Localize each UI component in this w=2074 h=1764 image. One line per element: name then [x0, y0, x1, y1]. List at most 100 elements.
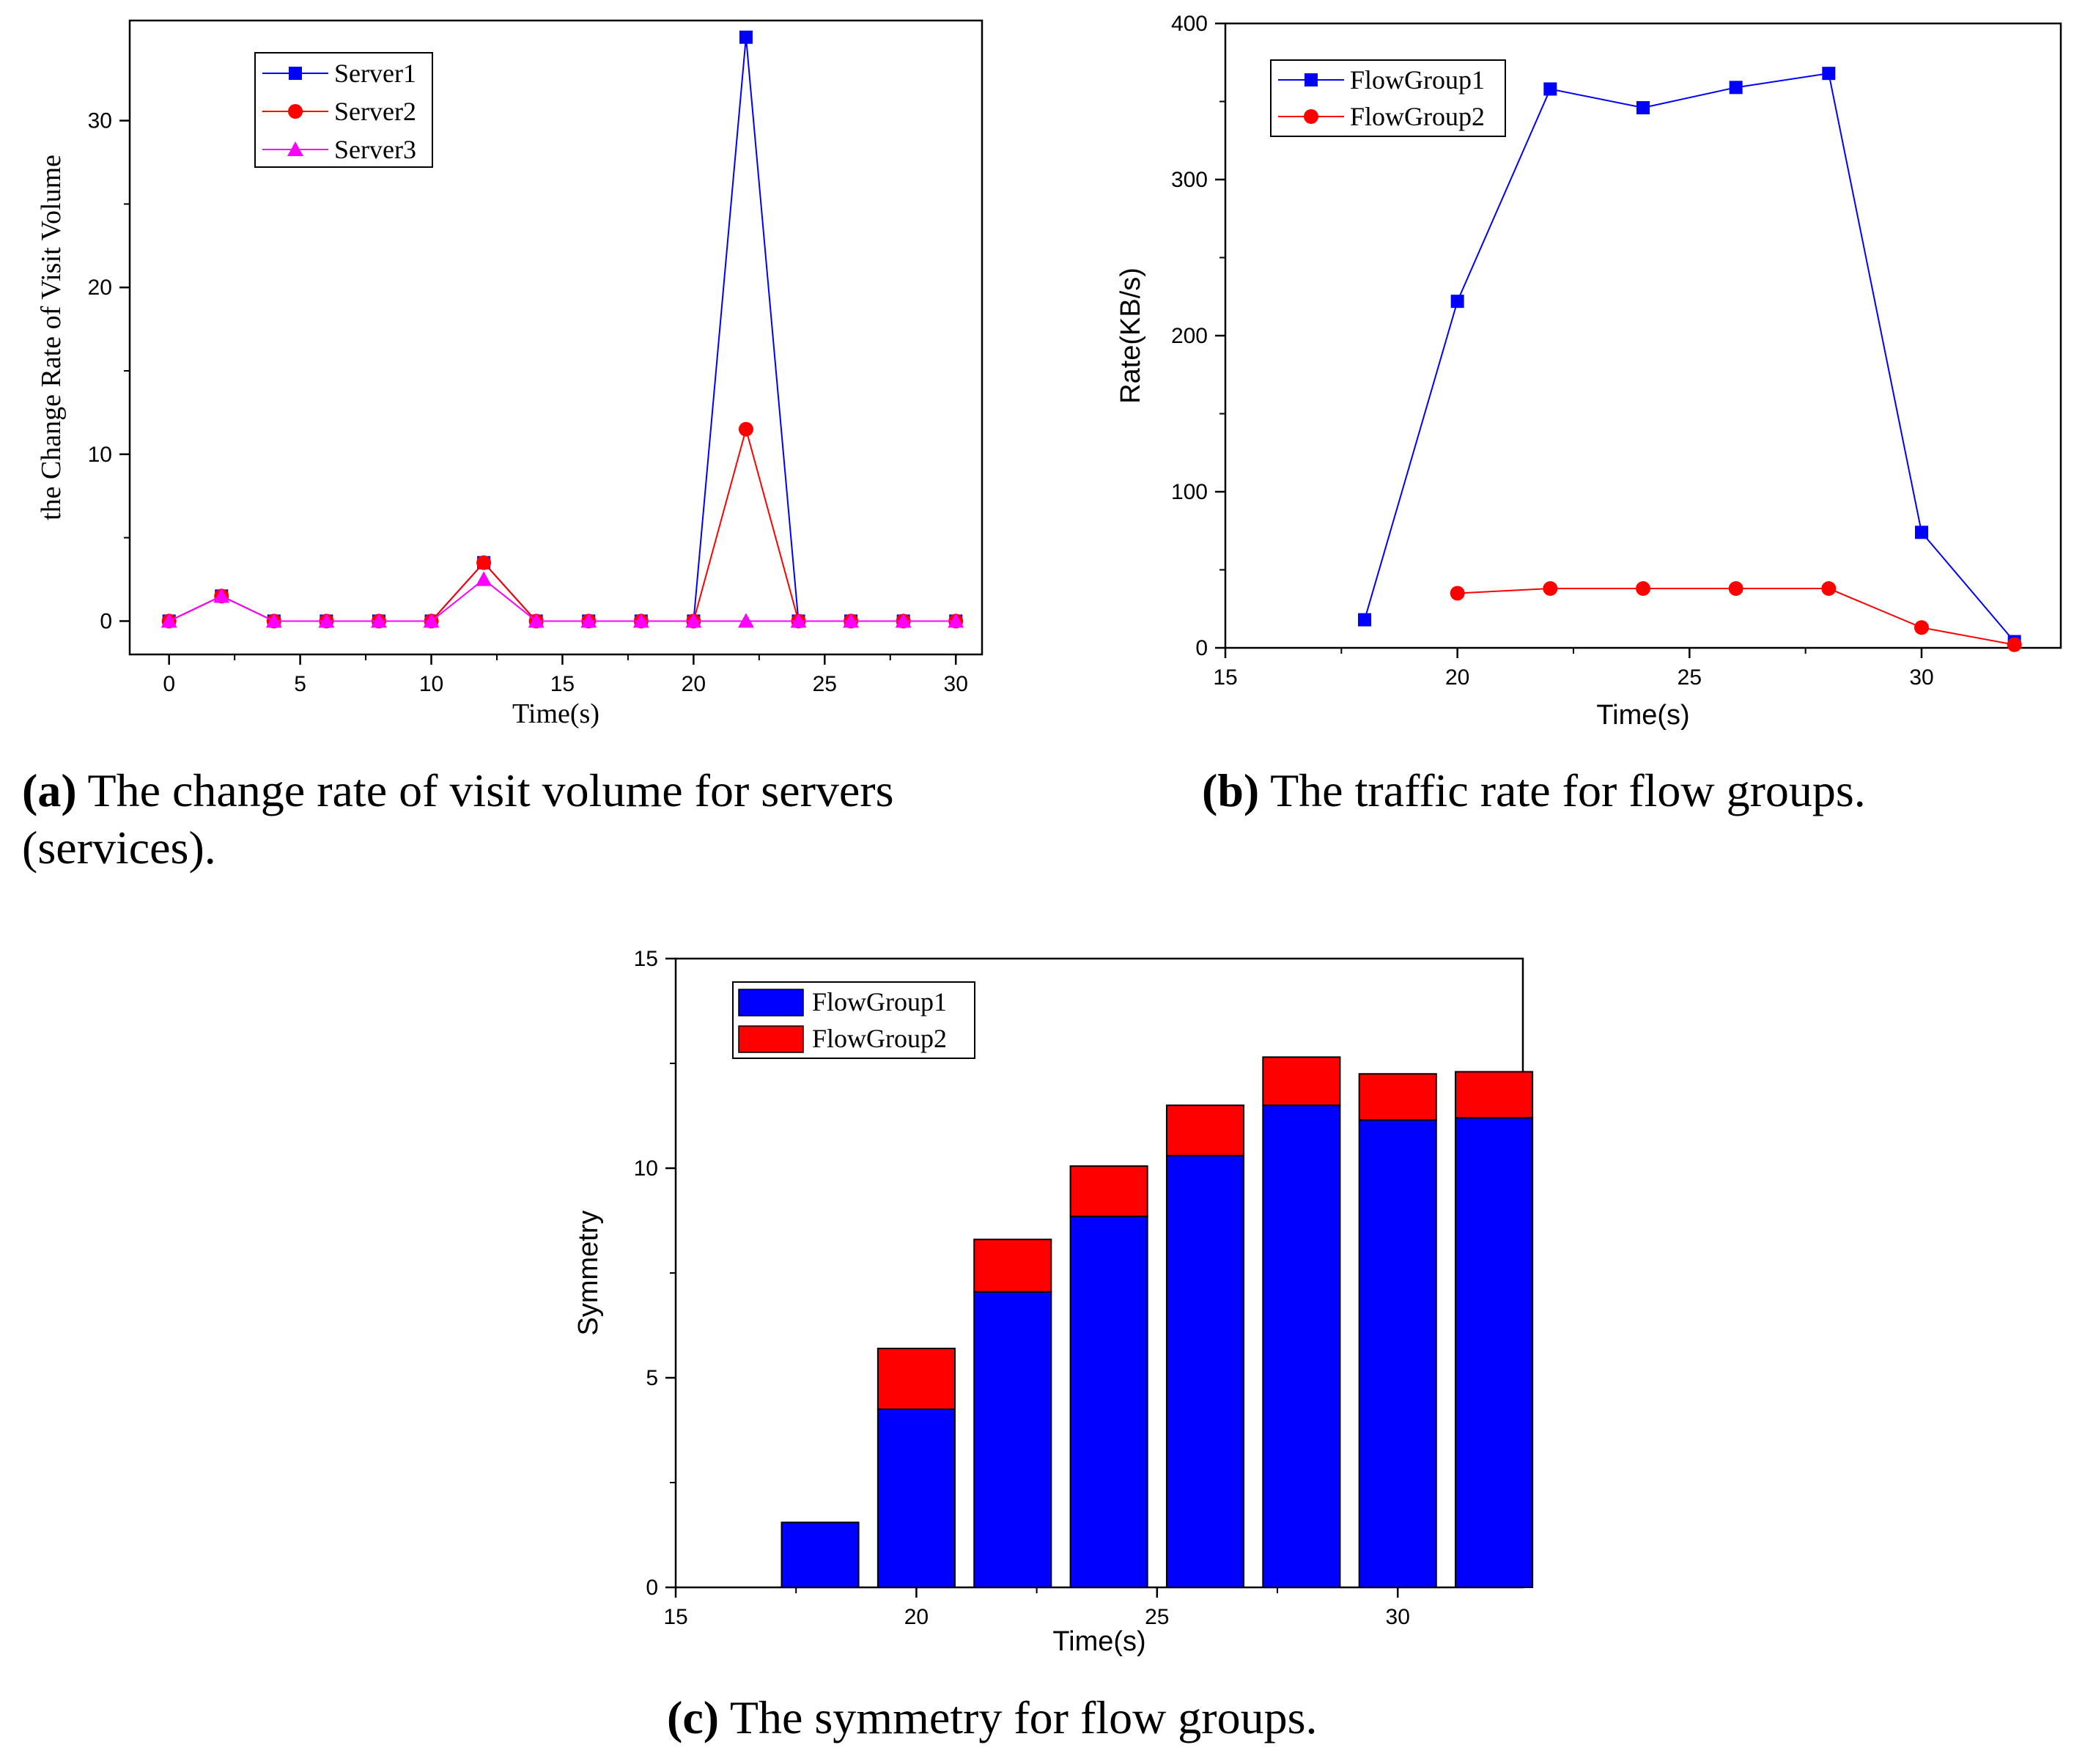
caption-letter: (a) [22, 764, 77, 816]
y-tick-label: 10 [634, 1156, 658, 1181]
data-point-flowgroup2 [1543, 581, 1558, 597]
x-tick-label: 20 [682, 672, 706, 696]
y-axis-label: Symmetry [573, 1211, 604, 1336]
y-tick-label: 400 [1171, 12, 1208, 36]
bar-flowgroup1 [973, 1291, 1052, 1588]
bar-flowgroup2 [1069, 1165, 1148, 1217]
y-tick-label: 10 [88, 443, 112, 467]
x-axis-label: Time(s) [1596, 700, 1689, 731]
data-point-flowgroup1 [1358, 613, 1371, 627]
legend-marker [1304, 109, 1318, 124]
bar-flowgroup1 [1358, 1119, 1437, 1588]
bar-flowgroup2 [1262, 1056, 1341, 1107]
x-tick-label: 20 [1445, 665, 1469, 690]
x-tick-label: 30 [1909, 665, 1933, 690]
y-tick-label: 15 [634, 947, 658, 971]
data-point-server3 [528, 613, 545, 628]
data-point-flowgroup2 [1914, 620, 1929, 635]
x-tick-label: 15 [1213, 665, 1237, 690]
x-tick-label: 30 [944, 672, 968, 696]
legend-marker [289, 67, 302, 80]
x-axis-label: Time(s) [1052, 1626, 1145, 1657]
legend-marker [1304, 73, 1318, 86]
y-axis-label: Rate(KB/s) [1115, 267, 1146, 404]
data-point-server3 [476, 571, 492, 586]
data-point-flowgroup1 [1915, 525, 1928, 539]
data-point-server3 [160, 613, 177, 628]
data-point-flowgroup1 [1636, 101, 1650, 115]
legend-label: Server3 [334, 135, 416, 164]
data-point-flowgroup1 [1729, 81, 1743, 95]
bar-flowgroup1 [1165, 1154, 1245, 1588]
y-tick-label: 200 [1171, 324, 1208, 348]
y-tick-label: 300 [1171, 168, 1208, 192]
data-point-flowgroup2 [1728, 581, 1743, 597]
data-point-server3 [843, 613, 860, 628]
bar-flowgroup2 [1455, 1071, 1534, 1119]
x-tick-label: 30 [1386, 1605, 1410, 1629]
data-point-flowgroup2 [1450, 586, 1465, 601]
caption-letter: (b) [1202, 764, 1259, 816]
data-point-flowgroup1 [1543, 82, 1557, 96]
y-tick-label: 20 [88, 276, 112, 300]
data-point-server3 [685, 613, 702, 628]
caption-letter: (c) [667, 1691, 719, 1743]
data-point-server3 [948, 613, 964, 628]
series-line-server2 [169, 426, 956, 622]
caption-text: The symmetry for flow groups. [719, 1691, 1317, 1743]
legend-swatch [738, 989, 804, 1016]
y-tick-label: 0 [646, 1576, 658, 1600]
data-point-server2 [476, 555, 492, 570]
caption-text: The change rate of visit volume for serv… [77, 764, 894, 816]
data-point-server2 [738, 421, 753, 437]
legend-marker [288, 104, 303, 119]
x-tick-label: 15 [663, 1605, 687, 1629]
x-tick-label: 10 [419, 672, 443, 696]
x-tick-label: 20 [904, 1605, 929, 1629]
figure-caption: (b) The traffic rate for flow groups. [1202, 764, 1866, 816]
data-point-server3 [318, 613, 335, 628]
legend-swatch [738, 1025, 804, 1053]
chart-b: 15 20 25 300100200300400Time(s)Rate(KB/s)Fl… [1115, 12, 2062, 816]
legend-label: Server1 [334, 59, 416, 88]
x-tick-label: 5 [294, 672, 306, 696]
x-tick-label: 15 [550, 672, 575, 696]
x-axis-label: Time(s) [512, 698, 599, 729]
data-point-server3 [895, 613, 912, 628]
y-tick-label: 0 [100, 609, 112, 633]
legend-label: FlowGroup1 [812, 987, 947, 1016]
legend-label: Server2 [334, 97, 416, 126]
x-tick-label: 25 [1678, 665, 1702, 690]
series-line-flowgroup2 [1457, 588, 2015, 646]
bar-flowgroup1 [1262, 1104, 1341, 1588]
data-point-flowgroup2 [1821, 581, 1837, 597]
legend-label: FlowGroup2 [812, 1024, 947, 1053]
bar-flowgroup2 [877, 1347, 956, 1410]
chart-a: 0 5 10 15 20 25 30 0 10 20 30 Time(s) the Change Rat… [22, 19, 984, 874]
x-tick-label: 25 [1145, 1605, 1169, 1629]
series-line-flowgroup1 [1364, 73, 2015, 643]
legend-label: FlowGroup2 [1350, 102, 1485, 131]
data-point-server3 [790, 613, 807, 628]
data-point-server3 [370, 613, 387, 628]
data-point-server3 [737, 613, 754, 628]
series-line-server3 [169, 578, 956, 622]
legend-marker [287, 141, 303, 156]
data-point-server3 [632, 613, 649, 628]
bar-flowgroup1 [1069, 1215, 1148, 1589]
data-point-flowgroup2 [1636, 581, 1650, 597]
data-point-flowgroup2 [2007, 637, 2022, 652]
legend-box [254, 52, 433, 168]
x-tick-label: 0 [163, 672, 175, 696]
bar-flowgroup1 [1455, 1117, 1534, 1588]
bar-flowgroup2 [1358, 1073, 1437, 1121]
bar-flowgroup2 [1165, 1104, 1245, 1156]
data-point-flowgroup1 [1822, 67, 1836, 81]
bar-flowgroup1 [877, 1408, 956, 1589]
caption-text: The traffic rate for flow groups. [1259, 764, 1866, 816]
bar-flowgroup1 [780, 1521, 860, 1589]
legend-label: FlowGroup1 [1350, 65, 1485, 95]
chart-c: 15 20 25 30 0 5 10 15 Time(s) Symmetry FlowGroup1 F… [573, 947, 1534, 1743]
data-point-server3 [423, 613, 440, 628]
